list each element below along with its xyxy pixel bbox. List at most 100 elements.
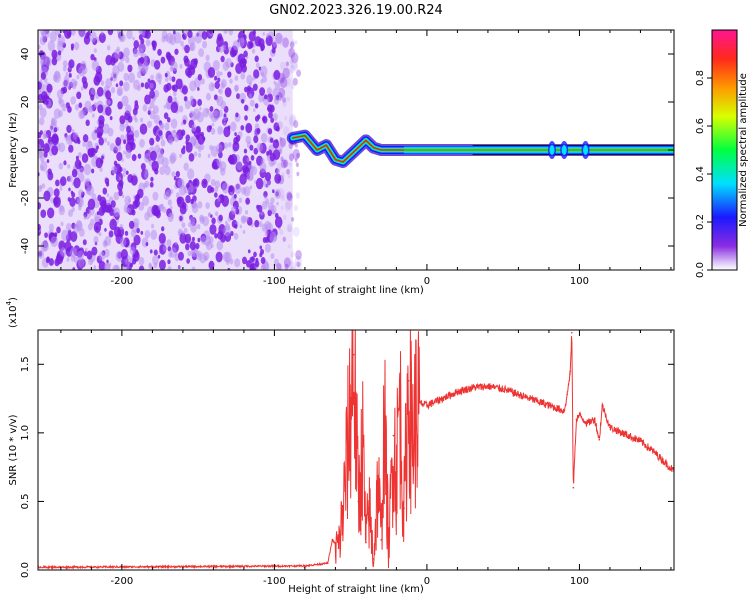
noise-blob [44, 133, 48, 139]
noise-blob [279, 61, 286, 71]
noise-blob [296, 261, 301, 268]
noise-blob [296, 152, 300, 159]
noise-blob [280, 194, 286, 202]
noise-blob [279, 229, 284, 236]
colorbar-label: Normalized spectral amplitude [738, 73, 749, 227]
noise-blob [140, 82, 145, 88]
noise-blob [60, 221, 64, 227]
noise-blob [255, 62, 260, 69]
noise-blob [163, 112, 169, 120]
noise-blob [214, 81, 220, 90]
noise-blob [202, 136, 206, 141]
noise-blob [200, 144, 205, 151]
noise-blob [201, 30, 208, 40]
noise-blob [39, 35, 46, 46]
snr-ylabel: SNR (10 * v/v) [8, 414, 19, 485]
noise-blob [246, 171, 254, 182]
noise-blob [152, 45, 157, 51]
noise-blob [249, 144, 254, 151]
noise-blob [94, 126, 98, 131]
noise-blob [45, 257, 50, 264]
noise-blob [53, 127, 58, 133]
snr-xtick-label: 0 [424, 576, 430, 587]
noise-blob [238, 197, 243, 203]
noise-blob [149, 89, 156, 99]
noise-blob [259, 87, 266, 96]
noise-blob [288, 174, 291, 179]
noise-blob [284, 76, 291, 87]
noise-blob [117, 101, 123, 110]
noise-blob [279, 81, 283, 88]
noise-blob [274, 212, 279, 219]
noise-blob [220, 82, 225, 90]
noise-blob [171, 84, 176, 91]
noise-blob [280, 76, 288, 89]
noise-blob [170, 118, 178, 129]
noise-blob [117, 61, 125, 72]
noise-blob [38, 223, 41, 231]
noise-blob [173, 134, 180, 143]
noise-blob [290, 266, 296, 270]
noise-blob [49, 31, 57, 43]
noise-blob [187, 250, 192, 257]
snr-data-point [654, 452, 657, 455]
noise-blob [155, 135, 160, 142]
noise-blob [75, 155, 79, 161]
noise-blob [68, 73, 72, 78]
noise-blob [97, 131, 103, 139]
noise-blob [138, 30, 144, 35]
noise-blob [169, 212, 174, 219]
noise-blob [290, 57, 299, 70]
noise-blob [45, 100, 49, 105]
noise-blob [187, 222, 191, 227]
noise-blob [236, 160, 243, 171]
noise-blob [53, 71, 61, 83]
noise-blob [253, 69, 260, 79]
snr-data-point [571, 331, 573, 334]
noise-blob [267, 209, 272, 217]
noise-blob [282, 214, 287, 220]
snr-data-point [593, 418, 596, 420]
noise-blob [235, 62, 243, 75]
noise-blob [69, 197, 76, 207]
noise-blob [294, 142, 299, 148]
noise-blob [171, 171, 176, 178]
noise-blob [104, 235, 112, 246]
snr-data-point [326, 562, 329, 564]
noise-blob [91, 147, 95, 154]
noise-blob [240, 125, 245, 131]
noise-blob [38, 132, 42, 139]
noise-blob [167, 259, 171, 265]
colorbar-tick-label: 0.2 [695, 214, 706, 230]
noise-blob [278, 87, 286, 98]
snr-data-point [407, 379, 410, 382]
noise-blob [67, 85, 71, 90]
noise-blob [229, 156, 235, 165]
noise-blob [291, 217, 295, 222]
noise-blob [259, 65, 268, 78]
noise-blob [275, 125, 280, 132]
noise-blob [265, 236, 270, 243]
noise-blob [243, 104, 249, 112]
noise-blob [91, 168, 95, 174]
noise-blob [252, 83, 258, 91]
noise-blob [181, 230, 185, 236]
noise-blob [185, 194, 191, 204]
noise-blob [239, 173, 247, 185]
noise-blob [85, 119, 90, 127]
noise-blob [127, 198, 131, 203]
noise-blob [99, 196, 107, 207]
noise-blob [74, 159, 82, 170]
noise-blob [166, 239, 172, 247]
noise-blob [93, 221, 102, 233]
noise-blob [262, 116, 266, 122]
noise-blob [119, 123, 125, 132]
noise-blob [108, 100, 111, 105]
noise-blob [123, 81, 130, 92]
noise-blob [222, 251, 230, 263]
noise-blob [282, 100, 287, 107]
snr-data-point [357, 500, 360, 503]
noise-blob [205, 54, 210, 62]
noise-blob [133, 129, 140, 138]
noise-blob [157, 204, 162, 211]
